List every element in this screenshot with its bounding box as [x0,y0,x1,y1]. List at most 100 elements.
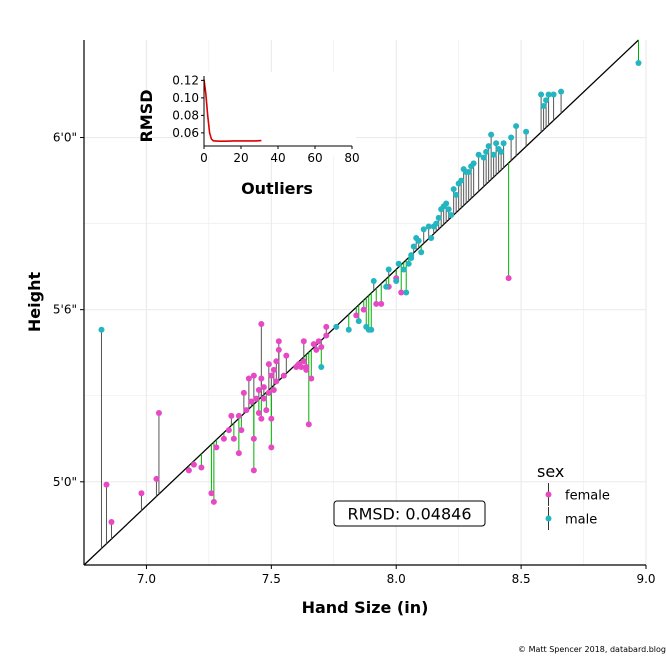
data-point-female [230,435,237,442]
data-point-female [378,300,385,307]
data-point-male [483,148,490,155]
data-point-male [405,260,412,267]
data-point-male [385,266,392,273]
data-point-male [420,226,427,233]
data-point-female [265,389,272,396]
data-point-female [213,444,220,451]
data-point-female [315,338,322,345]
data-point-female [138,490,145,497]
data-point-female [313,346,320,353]
data-point-male [523,128,530,135]
data-point-male [470,160,477,167]
data-point-male [635,59,642,66]
inset-y-ticks: 0.06 0.08 0.10 0.12 [172,73,204,140]
inset-y-tick-label: 0.08 [172,108,199,122]
data-point-male [543,97,550,104]
data-point-male [500,140,507,147]
inset-x-axis-title: Outliers [241,179,313,198]
x-axis-ticks: 7.0 7.5 8.0 8.5 9.0 [137,565,656,586]
legend-marker-male [545,515,552,522]
data-point-male [408,255,415,262]
data-point-male [393,277,400,284]
data-point-female [258,415,265,422]
data-point-male [508,134,515,141]
data-point-female [505,275,512,282]
legend-item-female: female [537,483,610,506]
data-point-female [235,412,242,419]
y-tick-label: 6'0" [53,131,77,145]
data-point-female [250,467,257,474]
data-points [98,59,642,525]
data-point-female [268,372,275,379]
data-point-male [395,260,402,267]
data-point-male [415,237,422,244]
data-point-male [418,249,425,256]
data-point-male [383,283,390,290]
data-point-male [558,88,565,95]
inset-plot-panel: 0 20 40 60 80 0.06 0.08 0.10 0.12 Outliers RMSD [137,72,360,198]
data-point-male [425,223,432,230]
data-point-female [300,358,307,365]
data-point-female [210,498,217,505]
inset-background [193,72,356,156]
data-point-female [318,343,325,350]
data-point-female [228,412,235,419]
inset-y-tick-label: 0.10 [172,91,199,105]
data-point-male [428,234,435,241]
data-point-female [268,444,275,451]
inset-x-ticks: 0 20 40 60 80 [200,146,360,165]
data-point-female [265,361,272,368]
data-point-female [255,387,262,393]
data-point-male [450,186,457,193]
data-point-male [490,151,497,158]
data-point-male [448,212,455,218]
inset-x-tick-label: 20 [233,151,248,165]
data-point-male [453,191,460,198]
y-tick-label: 5'6" [53,303,77,317]
data-point-male [488,131,495,138]
data-point-male [513,123,520,130]
data-point-male [433,220,440,227]
inset-rmsd-path [203,79,262,142]
data-point-female [305,421,312,428]
y-axis-title: Height [25,272,44,333]
data-point-female [185,467,192,474]
data-point-female [155,409,162,416]
data-point-female [208,490,215,497]
main-axes [83,40,646,566]
data-point-female [253,395,260,402]
inset-x-tick-label: 0 [200,151,208,165]
data-point-female [273,358,280,365]
data-point-male [550,91,557,98]
data-point-male [435,214,442,221]
data-point-male [480,154,487,161]
data-point-female [245,375,252,382]
y-axis-ticks: 5'0" 5'6" 6'0" [53,131,84,489]
data-point-male [318,364,325,371]
data-point-female [198,464,205,471]
data-point-male [475,151,482,158]
data-point-female [238,427,245,434]
main-grid [84,40,647,565]
x-tick-label: 9.0 [636,572,655,586]
data-point-female [190,461,197,468]
inset-rmsd-line [203,79,262,142]
rmsd-annotation-label: RMSD: 0.04846 [347,505,471,524]
rmsd-annotation-box [333,500,486,527]
data-point-female [250,435,257,442]
x-tick-label: 7.0 [137,572,156,586]
data-point-male [355,318,362,325]
data-point-male [545,91,552,98]
data-point-female [373,300,380,307]
data-point-female [275,338,282,345]
data-point-female [283,352,290,359]
data-point-male [498,148,505,155]
data-point-male [98,326,105,333]
data-point-female [220,435,227,442]
legend-marker-female [545,491,552,498]
data-point-female [270,366,277,373]
data-point-female [308,375,315,382]
data-point-male [540,102,547,109]
data-point-male [370,277,377,284]
data-point-female [235,450,242,457]
